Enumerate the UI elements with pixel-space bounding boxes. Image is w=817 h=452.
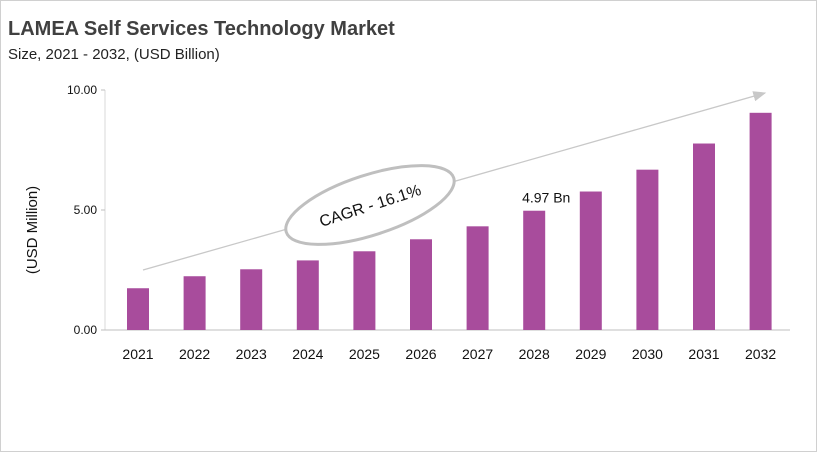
chart-subtitle: Size, 2021 - 2032, (USD Billion) <box>8 46 220 63</box>
x-tick-label: 2030 <box>632 346 663 362</box>
cagr-ellipse <box>284 164 456 246</box>
bar-2027 <box>466 226 489 330</box>
x-tick-label: 2021 <box>122 346 153 362</box>
y-tick-label: 0.00 <box>74 323 98 337</box>
x-tick-label: 2023 <box>236 346 267 362</box>
bar-2022 <box>183 276 206 330</box>
x-tick-label: 2024 <box>292 346 323 362</box>
y-tick-label: 5.00 <box>74 203 98 217</box>
x-tick-label: 2026 <box>405 346 436 362</box>
x-tick-label: 2027 <box>462 346 493 362</box>
bar-2028 <box>523 210 546 330</box>
x-tick-label: 2032 <box>745 346 776 362</box>
bar-2029 <box>579 191 602 330</box>
bar-2025 <box>353 251 376 330</box>
y-tick-label: 10.00 <box>67 83 97 97</box>
cagr-callout: CAGR - 16.1% <box>284 164 456 246</box>
bar-2031 <box>693 143 715 330</box>
chart-title: LAMEA Self Services Technology Market <box>8 18 395 40</box>
bar-2023 <box>240 269 263 330</box>
bar-2030 <box>636 169 659 330</box>
y-axis-label: (USD Million) <box>24 186 41 274</box>
x-tick-label: 2031 <box>688 346 719 362</box>
x-tick-label: 2025 <box>349 346 380 362</box>
bar-2021 <box>127 288 149 330</box>
bar-2024 <box>296 260 319 330</box>
x-tick-label: 2029 <box>575 346 606 362</box>
x-tick-label: 2022 <box>179 346 210 362</box>
x-tick-label: 2028 <box>519 346 550 362</box>
bar-2026 <box>410 239 432 330</box>
bar-2032 <box>749 112 772 330</box>
data-label-2028: 4.97 Bn <box>522 190 570 206</box>
